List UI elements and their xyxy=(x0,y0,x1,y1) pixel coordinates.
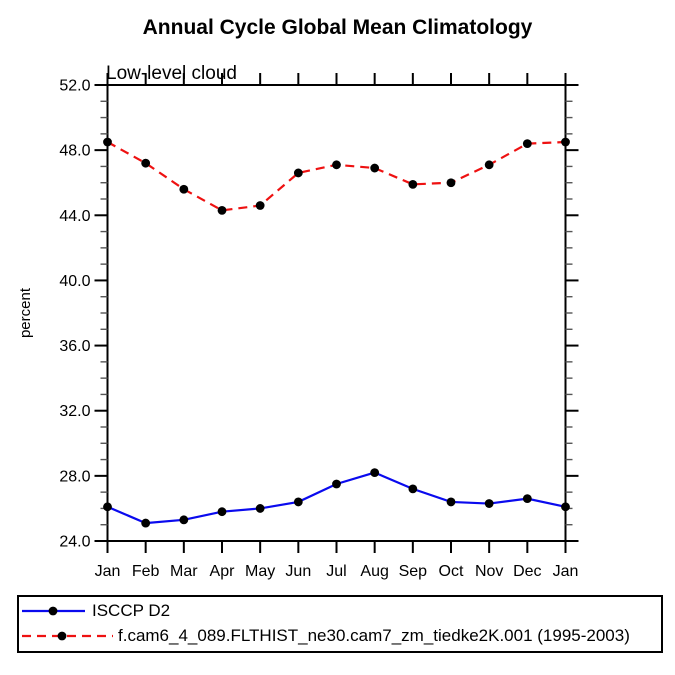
data-point-marker xyxy=(484,499,494,508)
y-axis-tick-label: 44.0 xyxy=(59,208,90,225)
y-axis-tick-label: 52.0 xyxy=(59,78,90,95)
legend-item-cam-run: f.cam6_4_089.FLTHIST_ne30.cam7_zm_tiedke… xyxy=(21,624,661,650)
x-axis-tick-label: Sep xyxy=(399,563,428,580)
data-point-marker xyxy=(217,507,227,517)
axis-frame xyxy=(106,84,567,542)
plot-canvas: 24.0 28.0 32.0 36.0 40.0 44.0 48.0 52.0 Jan Feb Ma… xyxy=(17,73,579,580)
data-point-marker xyxy=(484,160,494,170)
x-axis-tick-label: Jan xyxy=(553,563,579,580)
data-point-marker xyxy=(293,497,303,507)
x-axis-tick-label: Jun xyxy=(285,563,311,580)
y-axis-tick-label: 32.0 xyxy=(59,403,90,420)
legend-item-label: ISCCP D2 xyxy=(92,600,171,620)
data-point-marker xyxy=(370,468,380,477)
data-point-marker xyxy=(522,494,532,504)
x-axis-tick-label: Oct xyxy=(439,563,464,580)
y-axis-tick-label: 40.0 xyxy=(59,273,90,290)
y-axis-tick-label: 24.0 xyxy=(59,534,90,551)
data-point-marker xyxy=(179,184,189,194)
legend-sample-marker xyxy=(48,606,58,616)
x-axis-tick-label: Jul xyxy=(326,563,346,580)
data-point-marker xyxy=(217,206,227,215)
y-axis-tick-label: 48.0 xyxy=(59,143,90,160)
data-point-marker xyxy=(293,168,303,178)
data-point-marker xyxy=(561,137,570,147)
data-point-marker xyxy=(332,160,341,170)
legend-box: ISCCP D2 f.cam6_4_089.FLTHIST_ne30.cam7_… xyxy=(17,595,663,653)
x-axis-tick-label: Nov xyxy=(475,563,503,580)
chart-subtitle: Low-level cloud xyxy=(106,63,237,84)
data-point-marker xyxy=(141,158,151,168)
legend-item-isccp-d2: ISCCP D2 xyxy=(21,598,661,624)
data-point-marker xyxy=(446,497,456,507)
x-axis-tick-label: Feb xyxy=(132,563,160,580)
x-axis-tick-label: Dec xyxy=(513,563,541,580)
series-line-cam-run xyxy=(106,140,566,212)
data-point-marker xyxy=(446,178,456,188)
y-axis-tick-label: 28.0 xyxy=(59,468,90,485)
x-axis-tick-label: Mar xyxy=(170,563,198,580)
x-axis-tick-label: Jan xyxy=(95,563,121,580)
legend-line-sample-blue xyxy=(22,606,85,616)
chart-title: Annual Cycle Global Mean Climatology xyxy=(142,16,533,39)
data-point-marker xyxy=(103,502,112,512)
data-point-marker xyxy=(179,515,189,525)
data-point-marker xyxy=(561,502,570,512)
data-point-marker xyxy=(103,137,112,147)
data-point-marker xyxy=(255,504,265,513)
legend-line-sample-red xyxy=(22,631,113,641)
y-axis-title: percent xyxy=(17,287,34,338)
data-point-marker xyxy=(408,179,418,189)
legend-item-label: f.cam6_4_089.FLTHIST_ne30.cam7_zm_tiedke… xyxy=(118,626,630,646)
data-point-marker xyxy=(370,163,380,173)
data-point-marker xyxy=(332,479,341,489)
data-point-marker xyxy=(408,484,418,494)
legend-sample-marker xyxy=(57,631,67,641)
data-point-marker xyxy=(255,201,265,210)
data-point-marker xyxy=(141,518,151,528)
x-axis-tick-label: Aug xyxy=(360,563,388,580)
x-axis-tick-label: May xyxy=(245,563,275,580)
data-point-marker xyxy=(522,139,532,149)
y-axis-tick-label: 36.0 xyxy=(59,338,90,355)
x-axis-tick-label: Apr xyxy=(210,563,236,580)
